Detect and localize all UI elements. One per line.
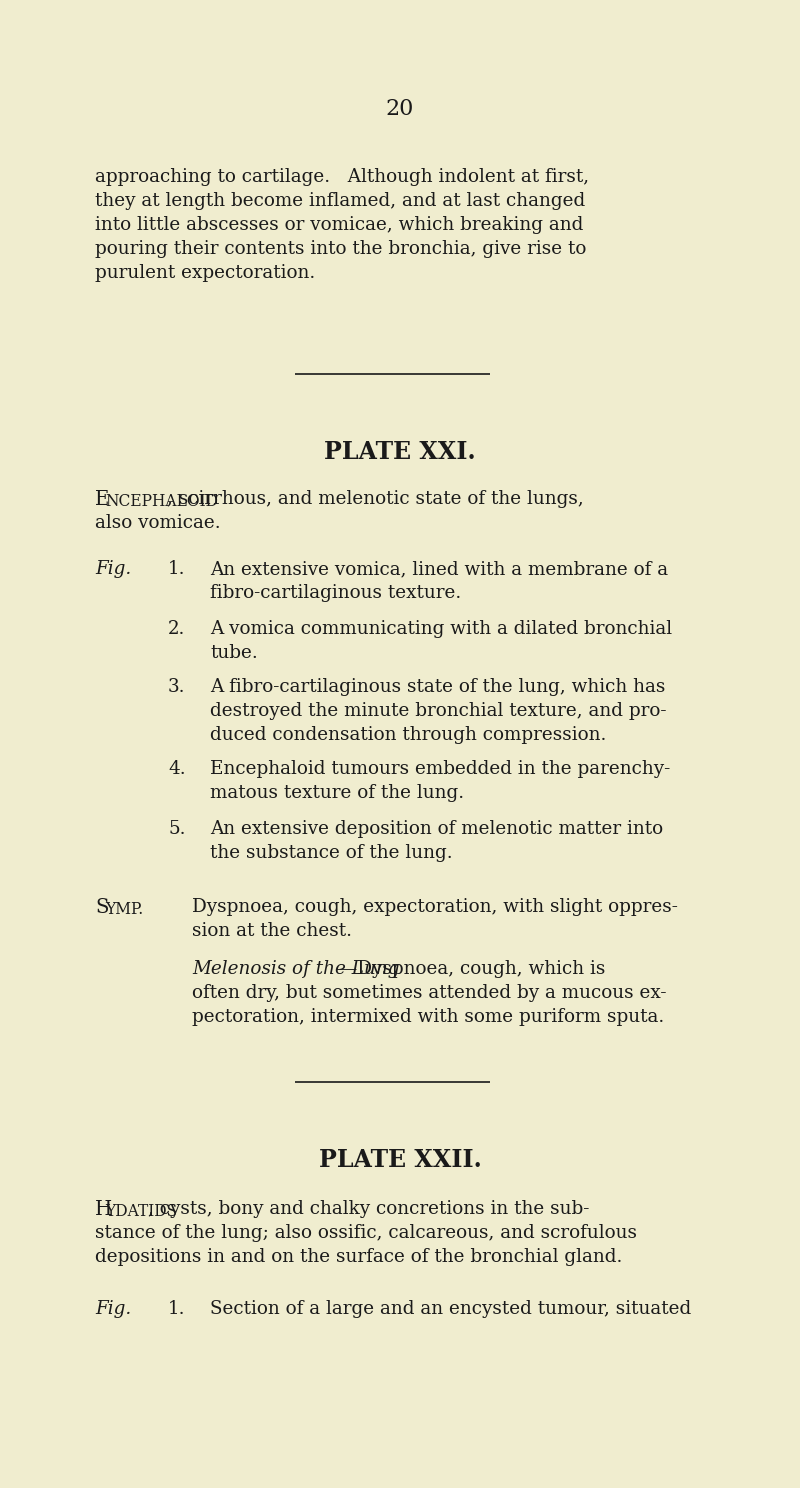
Text: 4.: 4. <box>168 760 186 778</box>
Text: matous texture of the lung.: matous texture of the lung. <box>210 784 464 802</box>
Text: 3.: 3. <box>168 679 186 696</box>
Text: S: S <box>95 897 109 917</box>
Text: , scirrhous, and melenotic state of the lungs,: , scirrhous, and melenotic state of the … <box>166 490 583 507</box>
Text: sion at the chest.: sion at the chest. <box>192 923 352 940</box>
Text: PLATE XXI.: PLATE XXI. <box>324 440 476 464</box>
Text: YDATIDS: YDATIDS <box>105 1202 177 1220</box>
Text: duced condensation through compression.: duced condensation through compression. <box>210 726 606 744</box>
Text: 1.: 1. <box>168 559 186 577</box>
Text: A fibro-cartilaginous state of the lung, which has: A fibro-cartilaginous state of the lung,… <box>210 679 666 696</box>
Text: NCEPHALOID: NCEPHALOID <box>105 493 218 510</box>
Text: 1.: 1. <box>168 1301 186 1318</box>
Text: tube.: tube. <box>210 644 258 662</box>
Text: fibro-cartilaginous texture.: fibro-cartilaginous texture. <box>210 583 462 603</box>
Text: YMP.: YMP. <box>105 902 143 918</box>
Text: also vomicae.: also vomicae. <box>95 513 221 533</box>
Text: stance of the lung; also ossific, calcareous, and scrofulous: stance of the lung; also ossific, calcar… <box>95 1225 637 1242</box>
Text: the substance of the lung.: the substance of the lung. <box>210 844 453 862</box>
Text: 20: 20 <box>386 98 414 121</box>
Text: pouring their contents into the bronchia, give rise to: pouring their contents into the bronchia… <box>95 240 586 257</box>
Text: Encephaloid tumours embedded in the parenchy-: Encephaloid tumours embedded in the pare… <box>210 760 670 778</box>
Text: An extensive deposition of melenotic matter into: An extensive deposition of melenotic mat… <box>210 820 663 838</box>
Text: they at length become inflamed, and at last changed: they at length become inflamed, and at l… <box>95 192 586 210</box>
Text: destroyed the minute bronchial texture, and pro-: destroyed the minute bronchial texture, … <box>210 702 666 720</box>
Text: often dry, but sometimes attended by a mucous ex-: often dry, but sometimes attended by a m… <box>192 984 666 1001</box>
Text: purulent expectoration.: purulent expectoration. <box>95 263 315 283</box>
Text: Section of a large and an encysted tumour, situated: Section of a large and an encysted tumou… <box>210 1301 691 1318</box>
Text: PLATE XXII.: PLATE XXII. <box>318 1149 482 1173</box>
Text: , cysts, bony and chalky concretions in the sub-: , cysts, bony and chalky concretions in … <box>148 1199 590 1219</box>
Text: 5.: 5. <box>168 820 186 838</box>
Text: An extensive vomica, lined with a membrane of a: An extensive vomica, lined with a membra… <box>210 559 668 577</box>
Text: Dyspnoea, cough, expectoration, with slight oppres-: Dyspnoea, cough, expectoration, with sli… <box>192 897 678 917</box>
Text: A vomica communicating with a dilated bronchial: A vomica communicating with a dilated br… <box>210 620 672 638</box>
Text: pectoration, intermixed with some puriform sputa.: pectoration, intermixed with some purifo… <box>192 1007 664 1027</box>
Text: 2.: 2. <box>168 620 186 638</box>
Text: H: H <box>95 1199 112 1219</box>
Text: Fig.: Fig. <box>95 559 131 577</box>
Text: approaching to cartilage.   Although indolent at first,: approaching to cartilage. Although indol… <box>95 168 589 186</box>
Text: into little abscesses or vomicae, which breaking and: into little abscesses or vomicae, which … <box>95 216 583 234</box>
Text: E: E <box>95 490 110 509</box>
Text: Fig.: Fig. <box>95 1301 131 1318</box>
Text: Melenosis of the Lung: Melenosis of the Lung <box>192 960 399 978</box>
Text: depositions in and on the surface of the bronchial gland.: depositions in and on the surface of the… <box>95 1248 622 1266</box>
Text: —Dyspnoea, cough, which is: —Dyspnoea, cough, which is <box>339 960 606 978</box>
